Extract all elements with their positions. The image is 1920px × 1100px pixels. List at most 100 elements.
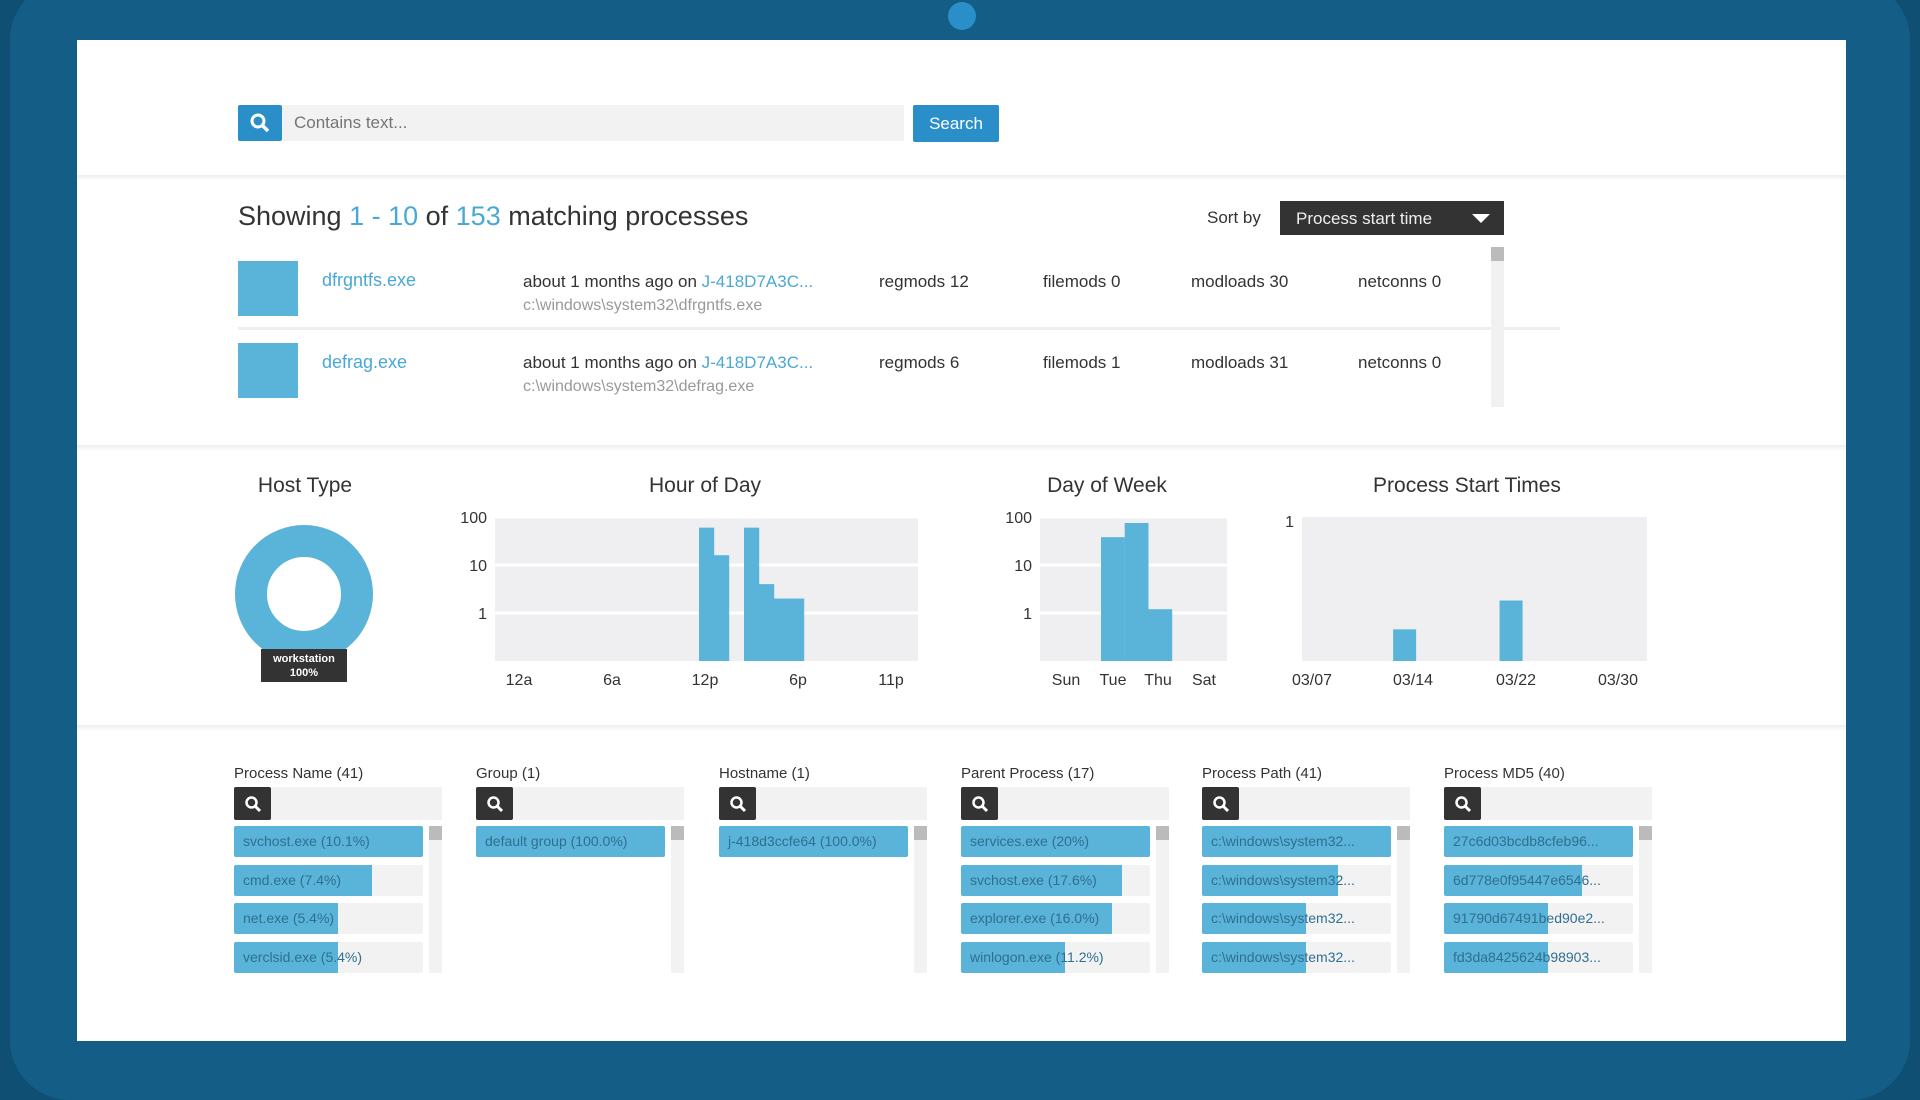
slice-percent: 100% (289, 667, 319, 679)
scroll-thumb[interactable] (1397, 826, 1410, 840)
filter-item[interactable]: 6d778e0f95447e6546... (1444, 864, 1633, 896)
filter-scrollbar[interactable] (914, 826, 927, 973)
sort-dropdown[interactable]: Process start time (1280, 201, 1504, 235)
filter-search-input[interactable] (1444, 787, 1652, 820)
filter-item-bar (1202, 903, 1306, 935)
filter-item-bar (961, 826, 1150, 857)
filter-item-label: winlogon.exe (11.2%) (970, 948, 1104, 965)
results-total: 153 (455, 201, 501, 231)
filter-item[interactable]: cmd.exe (7.4%) (234, 864, 423, 896)
process-time-text: about 1 months ago on (523, 353, 702, 372)
row-divider (238, 327, 1560, 330)
host-link[interactable]: J-418D7A3C... (701, 272, 814, 291)
results-scrollbar[interactable] (1491, 247, 1504, 407)
filter-title: Parent Process (17) (961, 765, 1095, 782)
filter-item[interactable]: svchost.exe (17.6%) (961, 864, 1150, 896)
filter-search-input[interactable] (961, 787, 1169, 820)
filter-item[interactable]: services.exe (20%) (961, 826, 1150, 857)
plot-area (1302, 517, 1647, 661)
filter-item-bar (1202, 864, 1339, 896)
divider (77, 725, 1846, 731)
scroll-thumb[interactable] (1491, 247, 1504, 261)
scroll-thumb[interactable] (914, 826, 927, 840)
scroll-thumb[interactable] (1639, 826, 1652, 840)
filter-item-bar (1202, 941, 1306, 973)
filter-scrollbar[interactable] (429, 826, 442, 973)
chart-title: Hour of Day (648, 474, 762, 497)
process-name-link[interactable]: defrag.exe (322, 352, 408, 372)
filter-item[interactable]: explorer.exe (16.0%) (961, 903, 1150, 935)
filter-item[interactable]: winlogon.exe (11.2%) (961, 941, 1150, 973)
search-input[interactable] (282, 105, 904, 141)
bar (714, 555, 730, 661)
x-tick-label: 03/14 (1393, 672, 1433, 689)
filter-item[interactable]: j-418d3ccfe64 (100.0%) (719, 826, 908, 857)
x-tick-label: Sun (1052, 672, 1080, 689)
filter-scrollbar[interactable] (1156, 826, 1169, 973)
filter-item[interactable]: 27c6d03bcdb8cfeb96... (1444, 826, 1633, 857)
filter-title: Hostname (1) (719, 765, 810, 782)
filter-item[interactable]: default group (100.0%) (476, 826, 665, 857)
filter-item[interactable]: c:\windows\system32... (1202, 941, 1391, 973)
scroll-thumb[interactable] (671, 826, 684, 840)
bar (1101, 537, 1125, 661)
host-type-donut (235, 525, 373, 663)
sort-label: Sort by (1207, 208, 1261, 227)
search-icon[interactable] (238, 105, 282, 141)
netconns: netconns 0 (1358, 272, 1442, 291)
y-tick-label: 100 (460, 510, 487, 527)
chart-title: Host Type (257, 474, 353, 497)
search-icon[interactable] (476, 787, 513, 820)
filter-item-bar (1444, 826, 1633, 857)
filter-item[interactable]: svchost.exe (10.1%) (234, 826, 423, 857)
filter-search-input[interactable] (234, 787, 442, 820)
filter-item[interactable]: net.exe (5.4%) (234, 903, 423, 935)
filter-item-label: explorer.exe (16.0%) (970, 910, 1100, 927)
filter-item[interactable]: fd3da8425624b98903... (1444, 941, 1633, 973)
filter-scrollbar[interactable] (671, 826, 684, 973)
results-range: 1 - 10 (349, 201, 419, 231)
process-name-link[interactable]: dfrgntfs.exe (322, 270, 417, 290)
filter-item-bar (1444, 903, 1548, 935)
filter-item-label: j-418d3ccfe64 (100.0%) (728, 833, 877, 849)
filter-search-input[interactable] (1202, 787, 1410, 820)
bar (744, 527, 760, 661)
search-icon[interactable] (719, 787, 756, 820)
filter-title: Process Path (41) (1202, 765, 1323, 782)
x-tick-label: Thu (1144, 672, 1172, 689)
filter-item-bar (234, 941, 338, 973)
regmods: regmods 12 (879, 272, 969, 291)
search-icon[interactable] (234, 787, 271, 820)
host-type-label: workstation 100% (261, 649, 347, 682)
filter-item[interactable]: c:\windows\system32... (1202, 903, 1391, 935)
filter-item[interactable]: verclsid.exe (5.4%) (234, 941, 423, 973)
search-icon[interactable] (961, 787, 998, 820)
filter-item-label: services.exe (20%) (970, 833, 1090, 849)
filter-item[interactable]: c:\windows\system32... (1202, 826, 1391, 857)
search-button[interactable]: Search (913, 105, 999, 142)
filter-scrollbar[interactable] (1639, 826, 1652, 973)
bar (774, 598, 790, 661)
filter-item[interactable]: c:\windows\system32... (1202, 864, 1391, 896)
filter-item-label: 27c6d03bcdb8cfeb96... (1453, 833, 1599, 849)
process-path: c:\windows\system32\defrag.exe (523, 378, 755, 395)
filter-search-input[interactable] (719, 787, 927, 820)
scroll-thumb[interactable] (429, 826, 442, 840)
modloads: modloads 30 (1191, 272, 1289, 291)
pie-slice-workstation[interactable] (235, 525, 373, 663)
host-link[interactable]: J-418D7A3C... (701, 353, 814, 372)
regmods: regmods 6 (879, 353, 960, 372)
filter-search-input[interactable] (476, 787, 684, 820)
x-tick-label: 6a (603, 672, 621, 689)
filter-item-bar (719, 826, 908, 857)
scroll-thumb[interactable] (1156, 826, 1169, 840)
search-icon[interactable] (1202, 787, 1239, 820)
divider (77, 445, 1846, 451)
results-title: Showing 1 - 10 of 153 matching processes (238, 201, 748, 232)
y-tick-label: 1 (1023, 606, 1032, 623)
filter-scrollbar[interactable] (1397, 826, 1410, 973)
x-tick-label: 03/07 (1292, 672, 1332, 689)
x-tick-label: 12p (692, 672, 719, 689)
search-icon[interactable] (1444, 787, 1481, 820)
filter-item[interactable]: 91790d67491bed90e2... (1444, 903, 1633, 935)
